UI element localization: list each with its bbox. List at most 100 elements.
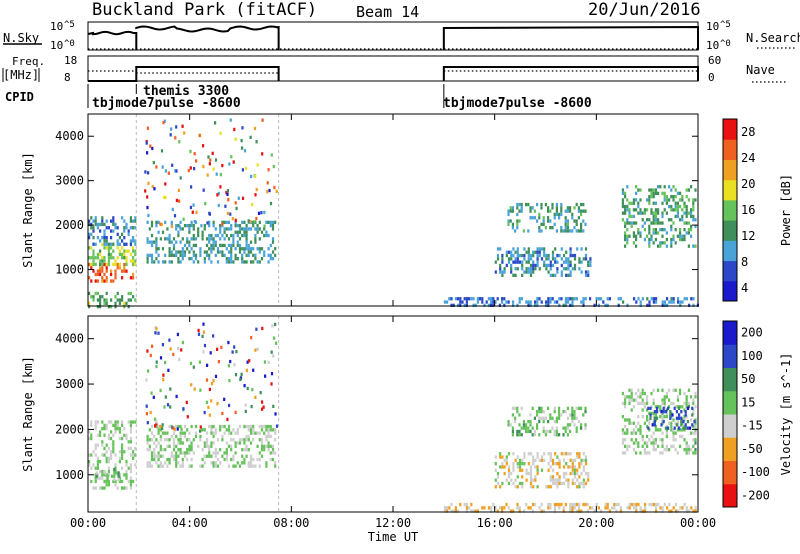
velocity-cell-3 — [644, 502, 647, 507]
velocity-cell-6 — [635, 391, 638, 396]
power-cell-5 — [633, 297, 636, 301]
power-sparse-cell — [202, 144, 205, 148]
power-cell-1 — [90, 256, 93, 260]
velocity-colorbar-seg-0 — [723, 483, 737, 508]
velocity-xtick-label-3: 12:00 — [375, 516, 411, 530]
velocity-cell-5 — [516, 485, 519, 489]
velocity-cell-3 — [591, 506, 594, 510]
power-cell-4 — [227, 250, 231, 254]
velocity-cell-5 — [547, 462, 550, 466]
velocity-cell-3 — [604, 506, 607, 510]
power-cell-4 — [225, 260, 228, 264]
power-cell-3 — [99, 295, 102, 299]
power-cell-7 — [516, 250, 519, 254]
power-cell-5 — [498, 303, 501, 307]
power-sparse-cell — [193, 167, 196, 171]
power-cell-5 — [652, 300, 655, 304]
velocity-cell-2 — [170, 451, 173, 455]
power-cell-2 — [105, 242, 108, 246]
power-cell-8 — [643, 221, 646, 225]
velocity-cell-2 — [225, 451, 228, 455]
power-cell-5 — [683, 297, 686, 301]
velocity-cell-4 — [571, 419, 574, 424]
power-cell-2 — [92, 242, 95, 246]
velocity-cell-6 — [661, 438, 664, 442]
power-cell-8 — [628, 208, 631, 212]
velocity-sparse-cell — [149, 410, 152, 415]
velocity-sparse-cell — [206, 363, 209, 367]
power-cell-4 — [227, 227, 231, 231]
velocity-cell-5 — [536, 455, 539, 459]
power-cell-3 — [88, 301, 91, 305]
velocity-sparse-cell — [177, 347, 180, 351]
cpid-entry-1: tbjmode7pulse -8600 — [92, 96, 241, 111]
velocity-cell-6 — [626, 428, 629, 432]
power-cell-8 — [650, 211, 653, 215]
velocity-cell-5 — [532, 455, 535, 459]
velocity-cell-0 — [103, 446, 106, 451]
velocity-sparse-cell — [150, 391, 153, 395]
velocity-cell-4 — [564, 429, 567, 434]
nave-tick-top: 60 — [708, 54, 721, 67]
power-cell-8 — [659, 241, 662, 245]
velocity-sparse-cell — [270, 372, 274, 376]
velocity-cell-5 — [503, 465, 506, 469]
power-cell-8 — [630, 224, 633, 228]
velocity-colorbar-seg-3 — [723, 414, 737, 438]
velocity-cell-2 — [252, 438, 255, 442]
power-sparse-cell — [255, 187, 258, 192]
velocity-cell-7 — [669, 416, 672, 420]
velocity-cell-0 — [121, 443, 124, 447]
power-cell-8 — [639, 198, 642, 202]
velocity-sparse-cell — [227, 364, 230, 368]
power-sparse-cell — [240, 139, 243, 143]
power-cell-0 — [96, 279, 99, 283]
power-cell-5 — [507, 300, 510, 304]
power-cell-2 — [96, 236, 99, 240]
power-cell-4 — [269, 224, 272, 228]
power-cell-6 — [560, 226, 563, 230]
power-cell-6 — [569, 206, 572, 210]
power-cell-5 — [481, 297, 484, 301]
velocity-cell-6 — [683, 428, 686, 432]
power-sparse-cell — [226, 211, 229, 215]
velocity-sparse-cell — [145, 404, 148, 408]
velocity-sparse-cell — [154, 331, 157, 335]
power-cell-4 — [249, 250, 253, 254]
velocity-cell-2 — [188, 464, 191, 468]
power-cell-5 — [604, 303, 607, 307]
power-cell-5 — [472, 303, 475, 307]
velocity-cell-6 — [683, 401, 686, 406]
power-cell-8 — [692, 208, 695, 212]
velocity-cell-3 — [562, 509, 565, 513]
velocity-cell-5 — [549, 475, 552, 479]
power-cell-1 — [99, 262, 102, 266]
velocity-cell-3 — [668, 502, 671, 507]
power-cell-7 — [536, 253, 539, 258]
velocity-cell-2 — [199, 464, 202, 468]
velocity-cell-4 — [538, 419, 541, 424]
velocity-cell-2 — [254, 431, 257, 435]
power-cell-8 — [657, 208, 660, 212]
velocity-cell-6 — [630, 395, 633, 399]
power-cell-4 — [267, 247, 270, 251]
velocity-cell-2 — [267, 424, 270, 429]
power-cell-7 — [494, 260, 497, 264]
power-cell-4 — [216, 247, 220, 251]
power-cell-8 — [685, 208, 688, 212]
power-cell-2 — [92, 236, 95, 240]
power-cell-2 — [125, 222, 128, 227]
velocity-cell-0 — [129, 469, 132, 474]
velocity-cell-2 — [199, 434, 202, 439]
freq-trace-late — [442, 66, 699, 81]
power-cell-2 — [110, 236, 113, 240]
velocity-cell-2 — [245, 424, 248, 429]
power-cell-8 — [685, 221, 688, 225]
velocity-cell-5 — [501, 465, 504, 469]
power-cell-6 — [509, 209, 512, 213]
velocity-cell-4 — [562, 426, 565, 430]
power-cell-5 — [518, 300, 521, 304]
velocity-cell-2 — [267, 441, 270, 445]
power-sparse-cell — [270, 153, 273, 157]
power-cell-6 — [580, 222, 583, 226]
